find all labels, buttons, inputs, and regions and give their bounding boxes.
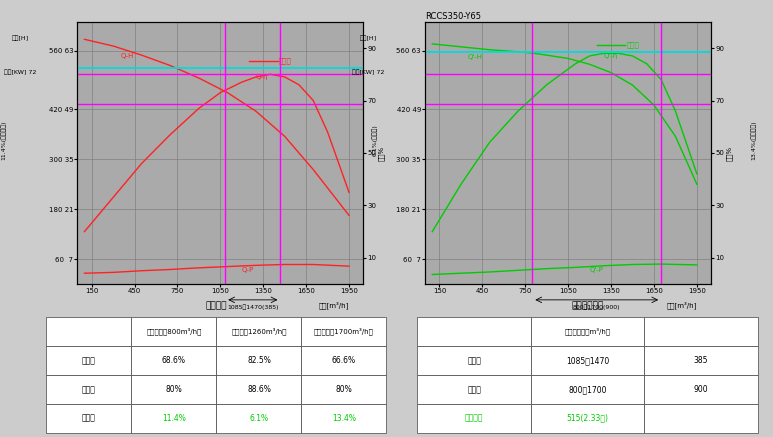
Text: 效率对比: 效率对比 — [206, 302, 227, 311]
Text: 流量[m³/h]: 流量[m³/h] — [666, 301, 697, 309]
Text: 800～1700(900): 800～1700(900) — [573, 305, 621, 310]
Text: 6.1%(设计点): 6.1%(设计点) — [372, 124, 378, 156]
Text: 13.4%(大流量点): 13.4%(大流量点) — [751, 120, 757, 160]
Text: 功率[KW] 72: 功率[KW] 72 — [352, 69, 384, 75]
Text: RCCS350-Y65: RCCS350-Y65 — [425, 12, 481, 21]
Text: 功率[KW] 72: 功率[KW] 72 — [4, 69, 36, 75]
Text: 扬程[H]: 扬程[H] — [359, 35, 376, 41]
Y-axis label: 效率%: 效率% — [726, 146, 732, 160]
Text: Q'-P: Q'-P — [590, 267, 604, 273]
Text: Q-P: Q-P — [242, 267, 254, 273]
Text: 原型泵: 原型泵 — [279, 58, 291, 64]
Text: 流量[m³/h]: 流量[m³/h] — [318, 301, 349, 309]
Text: 1085～1470(385): 1085～1470(385) — [227, 305, 278, 310]
Text: Q-H: Q-H — [121, 53, 134, 59]
Text: 高效率区对比: 高效率区对比 — [571, 302, 604, 311]
Text: Q'-H: Q'-H — [468, 54, 483, 60]
Text: 11.4%(小流量点): 11.4%(小流量点) — [1, 120, 7, 160]
Y-axis label: 效率%: 效率% — [378, 146, 384, 160]
Text: 高效泵: 高效泵 — [627, 42, 639, 49]
Text: Q-η: Q-η — [256, 73, 269, 80]
Text: 扬程[H]: 扬程[H] — [12, 35, 29, 41]
Text: Q'-η: Q'-η — [604, 52, 618, 59]
